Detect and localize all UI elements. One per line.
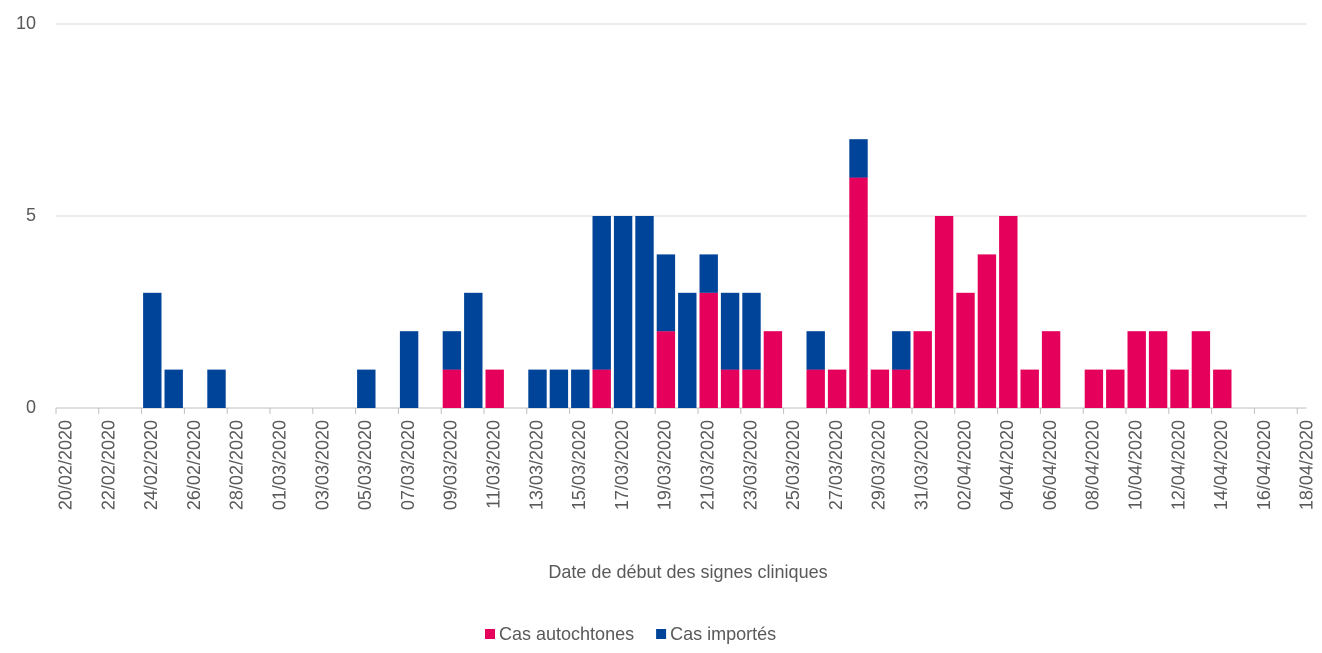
- bar-segment: [571, 369, 590, 408]
- bar-segment: [592, 369, 611, 408]
- x-tick-label: 20/02/2020: [55, 420, 75, 510]
- bar-segment: [742, 369, 761, 408]
- y-tick-label: 0: [26, 397, 36, 417]
- x-tick-label: 23/03/2020: [740, 420, 760, 510]
- bar-segment: [913, 331, 932, 408]
- bar-segment: [806, 331, 825, 370]
- bar-segment: [720, 292, 740, 370]
- bar-segment: [635, 216, 654, 408]
- x-tick-label: 03/03/2020: [312, 420, 332, 510]
- bar-segment: [1191, 331, 1211, 408]
- bar-segment: [849, 177, 868, 408]
- bar-segment: [806, 369, 825, 408]
- bar-segment: [592, 216, 611, 370]
- x-tick-label: 19/03/2020: [655, 420, 675, 510]
- bar-segment: [763, 331, 783, 408]
- x-tick-label: 31/03/2020: [911, 420, 931, 510]
- x-tick-label: 04/04/2020: [997, 420, 1017, 510]
- x-tick-label: 08/04/2020: [1083, 420, 1103, 510]
- bar-segment: [1170, 369, 1189, 408]
- bar-segment: [207, 369, 226, 408]
- bar-segment: [656, 331, 676, 408]
- bar-segment: [442, 369, 462, 408]
- x-tick-label: 25/03/2020: [783, 420, 803, 510]
- legend-swatch: [656, 629, 667, 639]
- legend-label: Cas importés: [670, 624, 776, 644]
- x-tick-label: 16/04/2020: [1254, 420, 1274, 510]
- bar-segment: [1213, 369, 1232, 408]
- bar-segment: [892, 369, 911, 408]
- x-tick-label: 06/04/2020: [1040, 420, 1060, 510]
- x-tick-label: 02/04/2020: [954, 420, 974, 510]
- legend-label: Cas autochtones: [499, 624, 634, 644]
- bar-segment: [699, 292, 718, 408]
- bar-segment: [656, 254, 676, 332]
- bar-segment: [699, 254, 718, 293]
- bar-segment: [678, 292, 697, 408]
- x-tick-label: 07/03/2020: [398, 420, 418, 510]
- bar-segment: [143, 292, 162, 408]
- x-tick-label: 28/02/2020: [227, 420, 247, 510]
- bar-segment: [357, 369, 376, 408]
- x-tick-label: 22/02/2020: [98, 420, 118, 510]
- bar-segment: [442, 331, 462, 370]
- y-tick-label: 5: [26, 205, 36, 225]
- bar-segment: [1106, 369, 1125, 408]
- x-tick-label: 05/03/2020: [355, 420, 375, 510]
- x-tick-label: 09/03/2020: [441, 420, 461, 510]
- bar-segment: [1084, 369, 1104, 408]
- bar-segment: [1041, 331, 1061, 408]
- bar-segment: [934, 216, 954, 408]
- bar-segment: [613, 216, 633, 408]
- x-axis-title: Date de début des signes cliniques: [548, 562, 827, 582]
- x-tick-label: 24/02/2020: [141, 420, 161, 510]
- x-tick-label: 13/03/2020: [526, 420, 546, 510]
- bar-segment: [849, 139, 868, 178]
- legend-swatch: [485, 629, 495, 639]
- x-tick-label: 26/02/2020: [184, 420, 204, 510]
- bar-segment: [827, 369, 847, 408]
- x-tick-label: 17/03/2020: [612, 420, 632, 510]
- bar-segment: [164, 369, 183, 408]
- bar-segment: [977, 254, 997, 408]
- bar-segment: [892, 331, 911, 370]
- x-tick-label: 12/04/2020: [1168, 420, 1188, 510]
- bar-segment: [1148, 331, 1168, 408]
- bar-segment: [485, 369, 504, 408]
- bar-segment: [399, 331, 419, 408]
- bar-segment: [528, 369, 547, 408]
- x-tick-label: 29/03/2020: [869, 420, 889, 510]
- bar-segment: [999, 216, 1018, 408]
- bar-segment: [956, 292, 975, 408]
- x-tick-label: 14/04/2020: [1211, 420, 1231, 510]
- y-tick-label: 10: [16, 13, 36, 33]
- bar-segment: [720, 369, 740, 408]
- bar-segment: [1020, 369, 1039, 408]
- x-tick-label: 10/04/2020: [1125, 420, 1145, 510]
- x-tick-label: 01/03/2020: [269, 420, 289, 510]
- x-tick-label: 18/04/2020: [1297, 420, 1317, 510]
- x-tick-label: 21/03/2020: [697, 420, 717, 510]
- x-tick-label: 15/03/2020: [569, 420, 589, 510]
- bar-segment: [870, 369, 890, 408]
- x-tick-label: 11/03/2020: [483, 420, 503, 509]
- bar-segment: [1127, 331, 1146, 408]
- bar-segment: [549, 369, 569, 408]
- bar-segment: [464, 292, 483, 408]
- x-tick-label: 27/03/2020: [826, 420, 846, 510]
- bar-segment: [742, 292, 761, 370]
